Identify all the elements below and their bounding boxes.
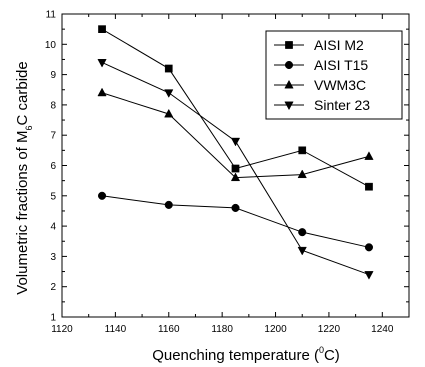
x-tick-label: 1240 xyxy=(371,324,394,335)
data-point-aisi-m2 xyxy=(298,146,307,155)
legend-marker-sinter-23 xyxy=(284,101,294,111)
data-point-aisi-t15 xyxy=(298,228,307,237)
x-tick-label: 1200 xyxy=(264,324,287,335)
x-tick-label: 1140 xyxy=(105,324,127,335)
x-axis-label-tail: C) xyxy=(324,347,340,364)
data-point-aisi-t15 xyxy=(97,191,107,200)
data-point-vwm3c xyxy=(164,108,174,118)
legend-marker-aisi-t15 xyxy=(284,60,294,70)
legend-item-sinter-23: Sinter 23 xyxy=(274,97,370,113)
data-point-vwm3c xyxy=(97,87,107,97)
data-point-sinter-23 xyxy=(97,59,107,68)
data-point-aisi-m2 xyxy=(98,25,106,33)
data-point-aisi-t15 xyxy=(164,200,173,209)
data-point-aisi-m2 xyxy=(231,164,240,173)
data-point-vwm3c xyxy=(230,172,241,182)
y-tick-label: 5 xyxy=(50,191,56,202)
data-point-aisi-m2 xyxy=(365,182,373,191)
y-axis-label-subscript: 6 xyxy=(24,125,34,130)
legend-item-vwm3c: VWM3C xyxy=(274,77,366,93)
y-axis-label-main: Volumetric fractions of M xyxy=(14,130,31,294)
legend-label-sinter-23: Sinter 23 xyxy=(314,97,370,113)
y-tick-label: 7 xyxy=(50,131,56,142)
y-tick-label: 9 xyxy=(50,70,56,81)
legend-label-vwm3c: VWM3C xyxy=(314,77,366,93)
data-point-vwm3c xyxy=(364,151,374,160)
series-aisi-t15 xyxy=(97,191,374,252)
legend-marker-vwm3c xyxy=(284,79,294,89)
data-point-aisi-t15 xyxy=(364,243,374,252)
legend-item-aisi-t15: AISI T15 xyxy=(274,57,368,73)
y-tick-label: 2 xyxy=(50,282,56,293)
series-aisi-m2 xyxy=(98,25,373,191)
y-tick-label: 11 xyxy=(46,10,57,21)
legend-label-aisi-m2: AISI M2 xyxy=(314,37,364,53)
x-tick-label: 1180 xyxy=(211,324,233,335)
legend-item-aisi-m2: AISI M2 xyxy=(274,37,364,53)
legend: AISI M2 AISI T15 VWM3C Sinter 23 xyxy=(265,30,403,120)
data-point-sinter-23 xyxy=(297,246,307,256)
y-tick-label: 8 xyxy=(50,100,56,111)
y-axis-label-tail: C carbide xyxy=(14,61,31,125)
y-axis-label: Volumetric fractions of M6C carbide xyxy=(14,61,34,294)
data-point-sinter-23 xyxy=(164,89,174,98)
ticks: 1120 1140 1160 1180 1200 1220 1240 1 2 3 4 5 6 7 8 9 10 1… xyxy=(45,10,409,335)
x-tick-label: 1220 xyxy=(318,324,341,335)
x-axis-label-main: Quenching temperature ( xyxy=(152,347,319,364)
y-tick-label: 10 xyxy=(45,40,57,51)
series-sinter-23 xyxy=(97,59,374,280)
x-axis-label-superscript: 0 xyxy=(319,345,324,355)
data-point-sinter-23 xyxy=(364,271,374,280)
y-tick-label: 3 xyxy=(50,252,56,263)
y-tick-label: 1 xyxy=(50,313,56,324)
series-line-aisi-t15 xyxy=(101,195,370,248)
legend-label-aisi-t15: AISI T15 xyxy=(314,57,368,73)
series-group xyxy=(97,25,374,280)
data-point-vwm3c xyxy=(297,169,307,179)
x-tick-label: 1120 xyxy=(51,324,73,335)
y-tick-label: 6 xyxy=(50,161,56,172)
data-point-sinter-23 xyxy=(230,137,241,147)
series-vwm3c xyxy=(97,87,374,182)
legend-marker-aisi-m2 xyxy=(285,41,293,49)
data-point-aisi-m2 xyxy=(164,64,173,73)
y-tick-label: 4 xyxy=(50,222,56,233)
x-axis-label: Quenching temperature (0C) xyxy=(152,345,340,364)
data-point-aisi-t15 xyxy=(231,203,240,212)
x-tick-label: 1160 xyxy=(158,324,180,335)
